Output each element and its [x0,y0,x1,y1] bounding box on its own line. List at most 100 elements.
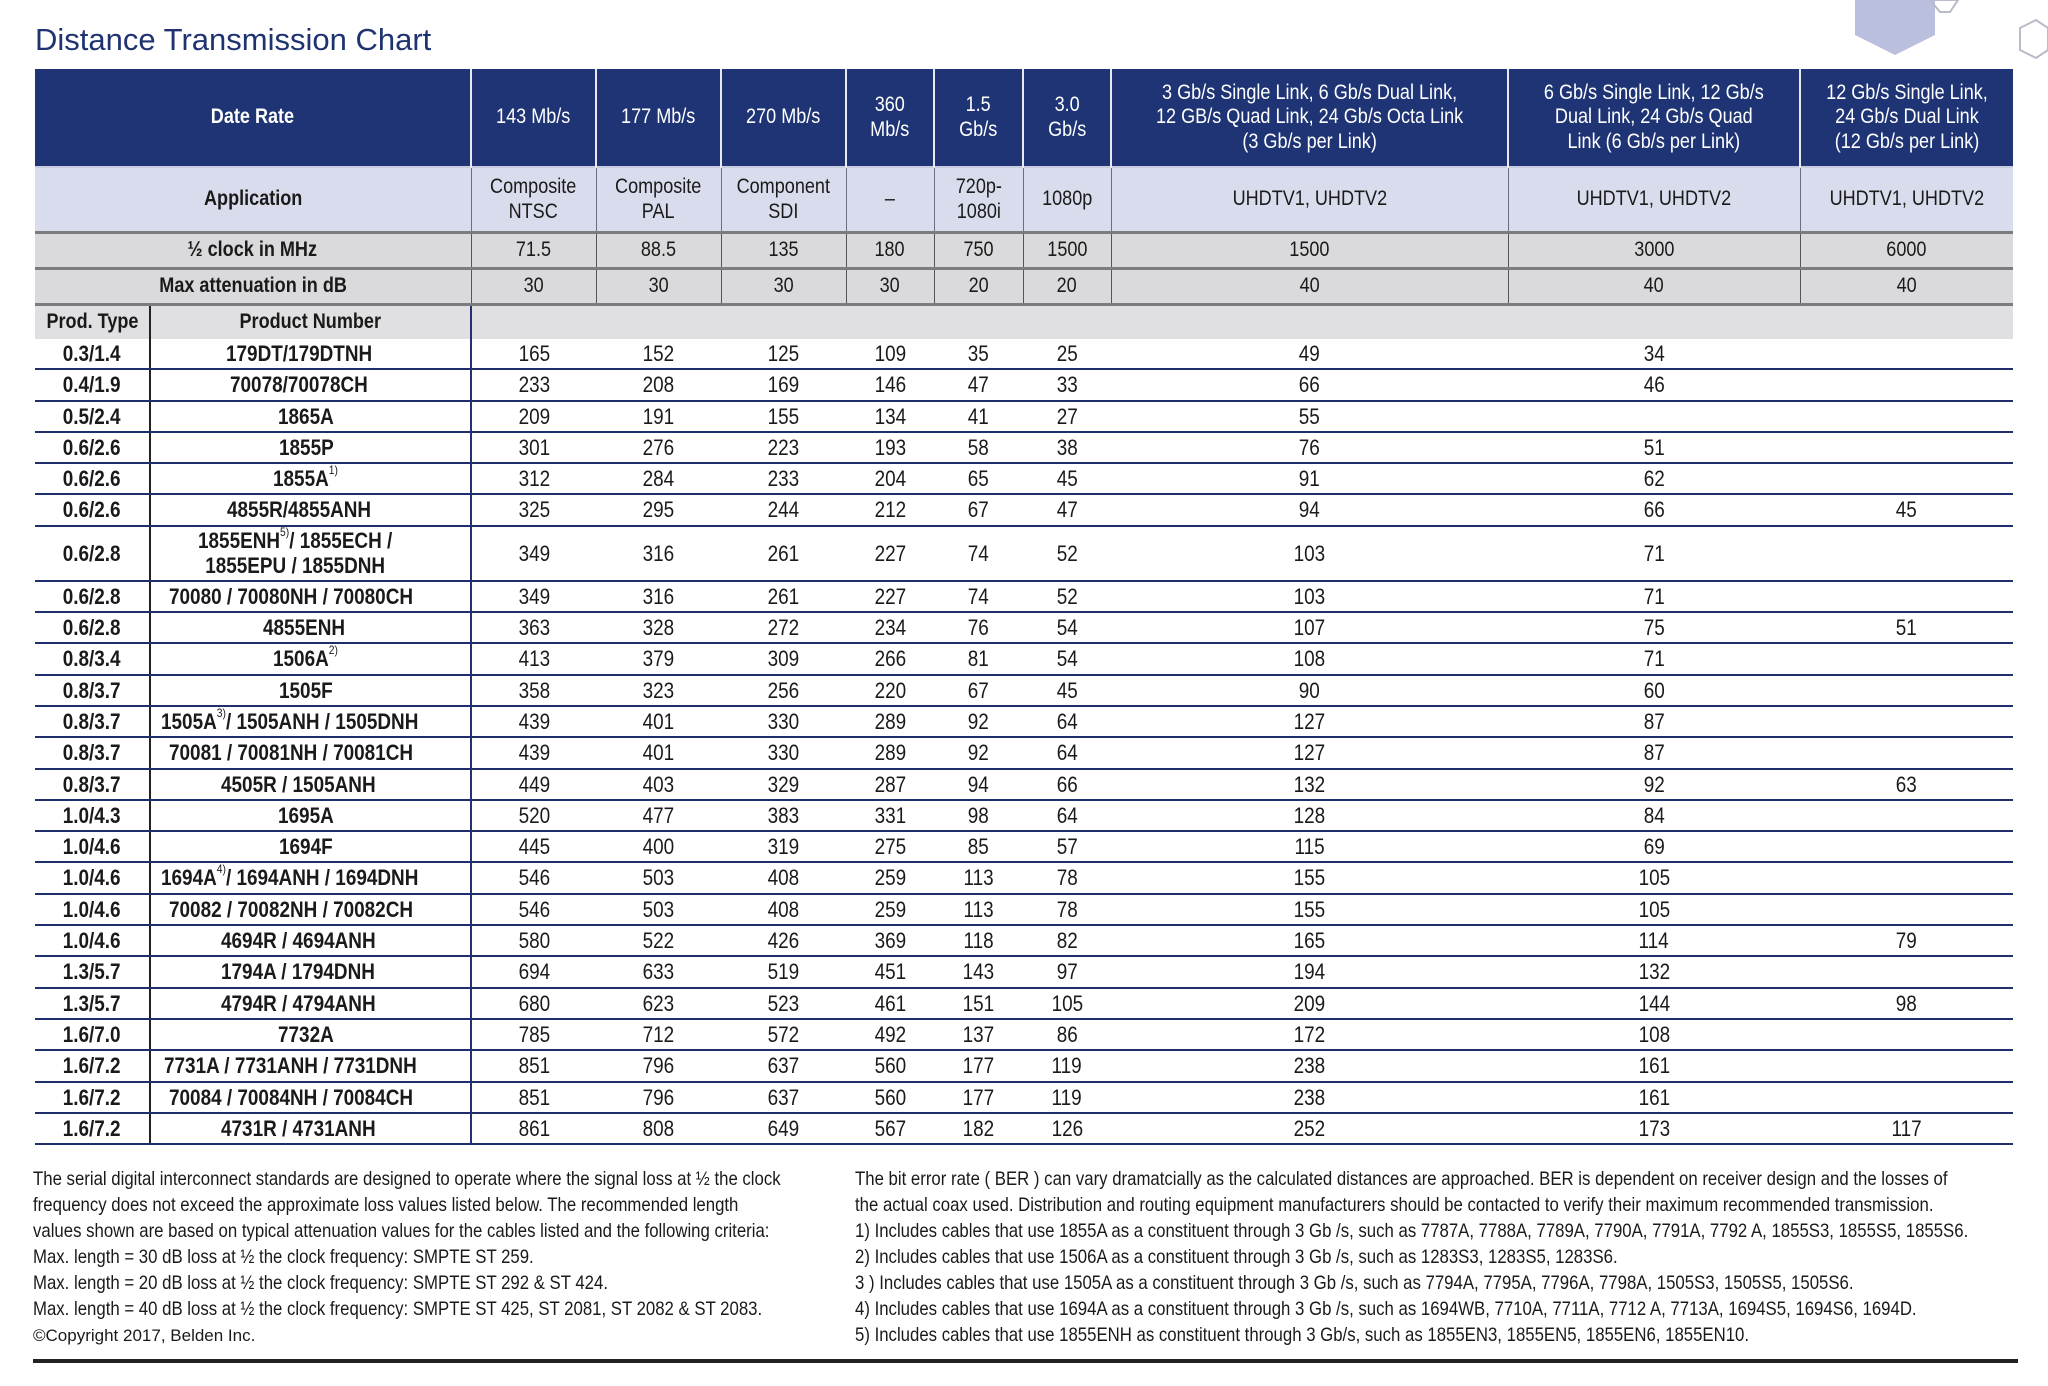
distance-value-cell [1800,400,2013,433]
data-rate-cell: 12 Gb/s Single Link, 24 Gb/s Dual Link (… [1799,69,2013,167]
distance-value-cell: 64 [1023,799,1111,833]
prod-type-cell-text: 1.6/7.2 [63,1084,121,1110]
distance-value-cell-text: 119 [1051,1053,1083,1079]
footer-right-line: 3 ) Includes cables that use 1505A as a … [855,1272,1854,1294]
prod-type-cell-text: 1.0/4.6 [63,928,121,954]
product-number-cell: 1865A [150,400,472,433]
distance-value-cell: 78 [1023,862,1111,895]
distance-value-cell-text: 808 [642,1115,675,1141]
distance-value-cell-text: 492 [874,1021,906,1047]
distance-value-cell: 51 [1800,612,2013,645]
footer-notes-right: The bit error rate ( BER ) can vary dram… [855,1166,2025,1348]
distance-value-cell-text: 546 [518,896,550,922]
distance-value-cell-text: 63 [1895,771,1918,797]
half-clock-cell-text: 3000 [1633,238,1675,262]
data-rate-cell-text: 143 Mb/s [496,105,571,129]
product-number-text: 4505R / 1505ANH [220,771,376,797]
distance-value-cell-text: 328 [642,615,675,641]
data-rate-row-label: Date Rate [35,69,471,167]
distance-value-cell-text: 103 [1293,583,1326,609]
distance-value-cell-text: 238 [1293,1053,1326,1079]
distance-value-cell-text: 208 [642,372,675,398]
distance-value-cell: 69 [1508,831,1800,864]
data-rate-cell-text: 1.5 Gb/s [959,93,998,141]
product-number-cell: 1694A4)/ 1694ANH / 1694DNH [150,862,472,895]
prod-type-cell-text: 0.6/2.6 [63,497,121,523]
distance-value-cell-text: 151 [962,990,995,1016]
max-attenuation-row-label-text: Max attenuation in dB [158,274,347,298]
distance-value-cell: 851 [471,1050,596,1083]
distance-value-cell: 637 [721,1081,846,1114]
half-clock-cell-text: 135 [768,238,799,262]
distance-value-cell-text: 54 [1056,646,1078,672]
distance-value-cell: 119 [1023,1050,1111,1083]
distance-value-cell: 173 [1508,1112,1800,1146]
distance-value-cell-text: 301 [518,434,550,460]
distance-value-cell: 401 [596,705,721,739]
distance-value-cell: 117 [1800,1112,2013,1146]
distance-value-cell: 152 [596,339,721,371]
distance-value-cell-text: 67 [967,497,990,523]
product-number-text: 1694A [160,865,217,891]
distance-value-cell-text: 109 [874,341,906,366]
distance-value-cell: 90 [1111,674,1508,707]
product-number: 70080 / 70080NH / 70080CH [169,584,413,609]
half-clock-cell-text: 180 [874,238,906,262]
distance-value-cell [1800,799,2013,833]
distance-value-cell-text: 191 [642,403,675,429]
half-clock-cell-text: 750 [963,238,994,262]
prod-type-cell-text: 0.5/2.4 [63,403,121,429]
footer-right-line: 4) Includes cables that use 1694A as a c… [855,1298,1917,1320]
table-row: 0.6/2.6 4855R/4855ANH 325 295 244 212 67 47 94 66… [35,494,2013,527]
distance-value-cell [1800,956,2013,989]
distance-value-cell: 172 [1111,1018,1508,1052]
distance-value-cell: 113 [934,893,1023,927]
distance-value-cell: 76 [934,612,1023,645]
distance-value-cell: 403 [596,768,721,801]
distance-value-cell-text: 649 [767,1115,800,1141]
product-number: 70081 / 70081NH / 70081CH [169,740,413,765]
distance-value-cell: 238 [1111,1081,1508,1114]
distance-value-cell-text: 51 [1643,434,1665,460]
product-number-text: 70081 / 70081NH / 70081CH [168,740,413,766]
distance-value-cell: 861 [471,1112,596,1146]
distance-value-cell-text: 47 [1056,497,1078,523]
prod-type-cell-text: 0.4/1.9 [63,372,121,398]
distance-value-cell: 105 [1508,862,1800,895]
distance-value-cell: 401 [596,737,721,770]
max-attenuation-cell-text: 30 [773,274,794,298]
distance-value-cell: 379 [596,643,721,676]
distance-value-cell: 114 [1508,925,1800,958]
distance-value-cell-text: 51 [1895,615,1918,641]
distance-value-cell-text: 152 [642,341,675,366]
distance-value-cell-text: 401 [642,740,675,766]
distance-value-cell: 289 [846,705,934,739]
product-number: 1694A4)/ 1694ANH / 1694DNH [160,863,418,891]
product-number-text: 4731R / 4731ANH [220,1115,376,1141]
prod-type-cell-text: 1.6/7.0 [63,1021,121,1047]
max-attenuation-cell: 20 [1022,267,1111,305]
max-attenuation-cell: 30 [595,267,721,305]
distance-value-cell: 155 [721,400,846,433]
distance-value-cell: 301 [471,431,596,465]
distance-value-cell-text: 426 [767,928,800,954]
distance-value-cell: 47 [1023,494,1111,527]
product-number-cell: 1855ENH5)/ 1855ECH / 1855EPU / 1855DNH [150,525,472,582]
prod-type-cell-text: 0.8/3.7 [63,708,121,734]
distance-value-cell-text: 127 [1293,740,1326,766]
product-number: 1855ENH5)/ 1855ECH / 1855EPU / 1855DNH [198,525,392,579]
distance-value-cell-text: 401 [642,708,675,734]
distance-value-cell-text: 325 [518,497,550,523]
copyright: ©Copyright 2017, Belden Inc. [33,1326,256,1345]
prod-type-cell-text: 0.6/2.8 [63,615,121,641]
distance-value-cell-text: 25 [1056,341,1078,366]
data-rate-row: Date Rate 143 Mb/s 177 Mb/s 270 Mb/s 360 Mb/… [35,69,2013,167]
distance-value-cell: 177 [934,1050,1023,1083]
distance-value-cell: 57 [1023,831,1111,864]
distance-value-cell: 309 [721,643,846,676]
product-number-text: 7732A [278,1021,334,1047]
distance-value-cell-text: 451 [874,959,906,985]
distance-value-cell: 519 [721,956,846,989]
distance-value-cell: 41 [934,400,1023,433]
distance-value-cell-text: 623 [642,990,675,1016]
